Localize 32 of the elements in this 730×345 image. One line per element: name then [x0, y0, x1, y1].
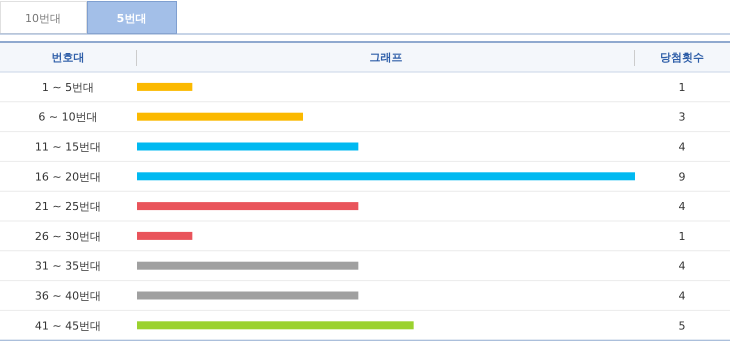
bar: [137, 82, 192, 91]
y-tick-label: 31 ~ 35번대: [34, 260, 102, 273]
data-label: 9: [678, 170, 686, 184]
y2-axis-title: 당첨횟수: [660, 51, 704, 64]
bar: [137, 202, 358, 210]
data-label: 4: [678, 140, 686, 154]
bar: [137, 292, 358, 300]
y-tick-label: 16 ~ 20번대: [34, 170, 102, 184]
bar: [137, 112, 303, 121]
y-tick-label: 21 ~ 25번대: [34, 200, 102, 214]
y-tick-label: 36 ~ 40번대: [34, 290, 102, 302]
bar: [137, 142, 358, 150]
text: 5번대: [116, 12, 146, 25]
y-tick-label: 41 ~ 45번대: [34, 319, 102, 332]
y-axis-title: 번호대: [52, 51, 84, 64]
bar: [137, 321, 414, 330]
y-tick-label: 26 ~ 30번대: [34, 230, 102, 243]
data-label: 5: [678, 319, 686, 332]
data-label: 1: [678, 80, 686, 94]
y-tick-label: 1 ~ 5번대: [42, 80, 94, 94]
chart-title: 그래프: [370, 51, 402, 64]
data-label: 4: [678, 200, 686, 214]
data-label: 3: [678, 110, 686, 124]
text: 10번대: [25, 12, 61, 25]
data-label: 4: [678, 290, 686, 302]
data-label: 4: [678, 260, 686, 273]
y-tick-label: 6 ~ 10번대: [38, 110, 98, 124]
bar: [137, 262, 358, 270]
bar: [137, 172, 635, 180]
bar: [137, 232, 192, 240]
y-tick-label: 11 ~ 15번대: [34, 140, 102, 154]
data-label: 1: [678, 230, 686, 243]
